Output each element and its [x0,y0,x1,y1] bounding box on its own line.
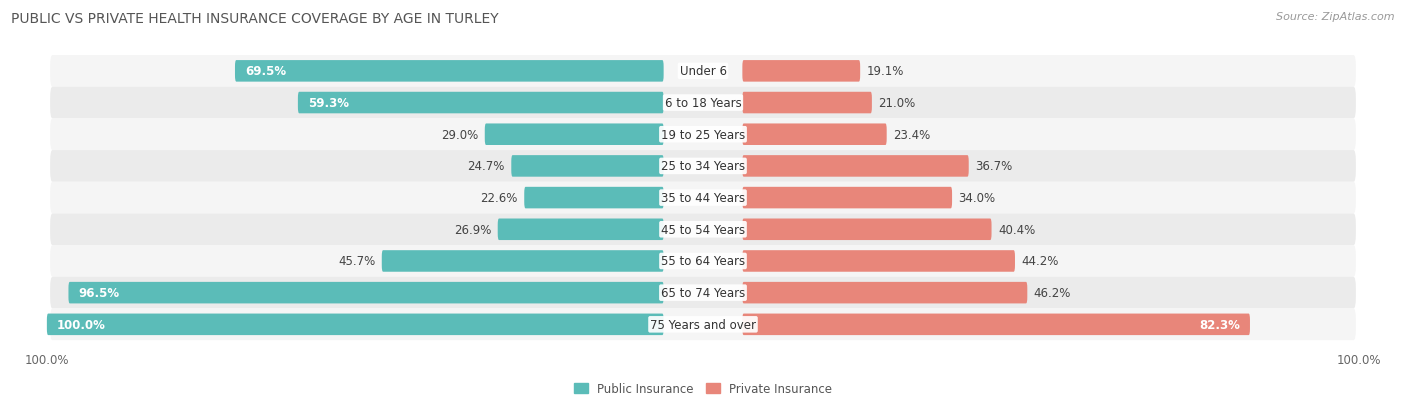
Text: 100.0%: 100.0% [25,353,69,366]
Text: 40.4%: 40.4% [998,223,1035,236]
FancyBboxPatch shape [46,314,664,335]
Text: 22.6%: 22.6% [481,192,517,204]
FancyBboxPatch shape [742,93,872,114]
Text: 82.3%: 82.3% [1199,318,1240,331]
Text: 29.0%: 29.0% [441,128,478,141]
FancyBboxPatch shape [742,124,887,146]
FancyBboxPatch shape [51,277,1355,309]
Text: 45.7%: 45.7% [337,255,375,268]
Text: 23.4%: 23.4% [893,128,931,141]
FancyBboxPatch shape [498,219,664,240]
Text: 69.5%: 69.5% [245,65,285,78]
Text: 36.7%: 36.7% [976,160,1012,173]
FancyBboxPatch shape [51,309,1355,340]
Text: 26.9%: 26.9% [454,223,491,236]
FancyBboxPatch shape [742,314,1250,335]
FancyBboxPatch shape [524,188,664,209]
Legend: Public Insurance, Private Insurance: Public Insurance, Private Insurance [569,377,837,400]
Text: 45 to 54 Years: 45 to 54 Years [661,223,745,236]
FancyBboxPatch shape [512,156,664,177]
FancyBboxPatch shape [235,61,664,83]
Text: 100.0%: 100.0% [56,318,105,331]
FancyBboxPatch shape [382,251,664,272]
FancyBboxPatch shape [485,124,664,146]
Text: Source: ZipAtlas.com: Source: ZipAtlas.com [1277,12,1395,22]
Text: 34.0%: 34.0% [959,192,995,204]
Text: 100.0%: 100.0% [1337,353,1381,366]
Text: 6 to 18 Years: 6 to 18 Years [665,97,741,110]
FancyBboxPatch shape [51,56,1355,88]
FancyBboxPatch shape [742,219,991,240]
Text: 46.2%: 46.2% [1033,287,1071,299]
Text: Under 6: Under 6 [679,65,727,78]
FancyBboxPatch shape [69,282,664,304]
FancyBboxPatch shape [51,151,1355,182]
Text: 55 to 64 Years: 55 to 64 Years [661,255,745,268]
Text: 25 to 34 Years: 25 to 34 Years [661,160,745,173]
Text: 35 to 44 Years: 35 to 44 Years [661,192,745,204]
Text: 59.3%: 59.3% [308,97,349,110]
Text: PUBLIC VS PRIVATE HEALTH INSURANCE COVERAGE BY AGE IN TURLEY: PUBLIC VS PRIVATE HEALTH INSURANCE COVER… [11,12,499,26]
FancyBboxPatch shape [742,282,1028,304]
FancyBboxPatch shape [742,156,969,177]
FancyBboxPatch shape [742,251,1015,272]
Text: 21.0%: 21.0% [879,97,915,110]
FancyBboxPatch shape [51,245,1355,277]
FancyBboxPatch shape [298,93,664,114]
Text: 19 to 25 Years: 19 to 25 Years [661,128,745,141]
FancyBboxPatch shape [742,188,952,209]
FancyBboxPatch shape [742,61,860,83]
Text: 24.7%: 24.7% [467,160,505,173]
FancyBboxPatch shape [51,88,1355,119]
Text: 65 to 74 Years: 65 to 74 Years [661,287,745,299]
Text: 96.5%: 96.5% [79,287,120,299]
Text: 19.1%: 19.1% [866,65,904,78]
Text: 75 Years and over: 75 Years and over [650,318,756,331]
FancyBboxPatch shape [51,119,1355,151]
Text: 44.2%: 44.2% [1022,255,1059,268]
FancyBboxPatch shape [51,214,1355,245]
FancyBboxPatch shape [51,182,1355,214]
